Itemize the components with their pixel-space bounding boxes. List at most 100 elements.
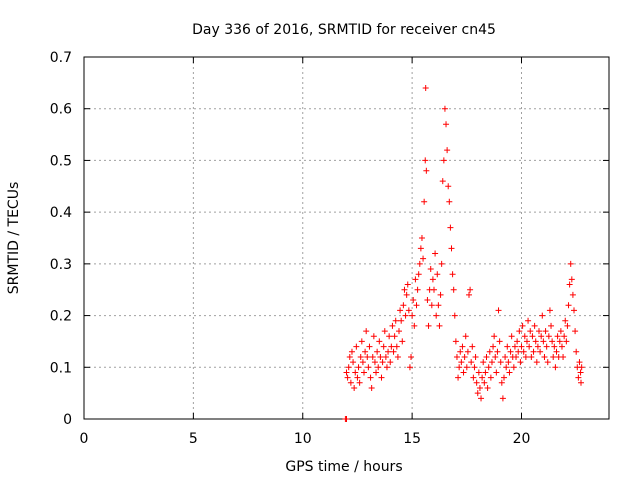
data-point	[385, 348, 392, 355]
data-point	[506, 369, 513, 376]
x-axis-label: GPS time / hours	[285, 459, 402, 475]
data-point	[429, 276, 436, 283]
data-point	[552, 364, 559, 371]
data-point	[422, 157, 429, 164]
data-point	[455, 374, 462, 381]
data-point	[494, 348, 501, 355]
data-point	[459, 343, 466, 350]
data-point	[368, 384, 375, 391]
data-point	[468, 359, 475, 366]
data-point	[403, 291, 410, 298]
data-point	[425, 322, 432, 329]
data-point	[507, 348, 514, 355]
data-point	[376, 338, 383, 345]
data-point	[354, 374, 361, 381]
data-point	[358, 338, 365, 345]
data-point	[540, 338, 547, 345]
data-point	[448, 245, 455, 252]
data-point	[557, 328, 564, 335]
data-point	[537, 348, 544, 355]
data-point	[490, 343, 497, 350]
data-point	[444, 147, 451, 154]
data-point	[438, 260, 445, 267]
data-point	[345, 364, 352, 371]
data-point	[378, 374, 385, 381]
data-point	[542, 328, 549, 335]
data-point	[513, 353, 520, 360]
data-point	[481, 379, 488, 386]
data-point	[510, 364, 517, 371]
data-point	[463, 364, 470, 371]
data-point	[562, 317, 569, 324]
data-point	[460, 369, 467, 376]
data-point	[566, 281, 573, 288]
data-point	[469, 343, 476, 350]
data-point	[361, 369, 367, 376]
data-point	[560, 353, 567, 360]
data-point	[548, 322, 555, 329]
data-point	[362, 348, 369, 355]
data-point	[456, 364, 463, 371]
data-point	[363, 328, 370, 335]
data-point	[371, 359, 378, 366]
data-point	[522, 353, 529, 360]
data-point	[417, 245, 424, 252]
data-point	[484, 384, 491, 391]
data-point	[526, 343, 533, 350]
data-point	[478, 395, 485, 402]
data-point	[508, 333, 515, 340]
data-point	[528, 353, 535, 360]
data-point	[578, 379, 584, 386]
chart-title: Day 336 of 2016, SRMTID for receiver cn4…	[192, 22, 496, 38]
data-point	[437, 291, 444, 298]
data-point	[473, 379, 480, 386]
data-point	[344, 374, 351, 381]
x-tick-label: 0	[80, 431, 89, 447]
data-point	[424, 297, 431, 304]
data-point	[538, 333, 545, 340]
data-point	[475, 369, 482, 376]
data-point	[461, 353, 468, 360]
data-point	[353, 343, 360, 350]
data-point	[558, 343, 565, 350]
data-point	[504, 343, 511, 350]
data-point	[505, 359, 512, 366]
data-point	[515, 348, 522, 355]
data-point	[546, 307, 553, 314]
data-point	[346, 353, 353, 360]
data-point	[416, 260, 423, 267]
data-point	[357, 353, 364, 360]
data-point	[421, 198, 428, 205]
data-point	[447, 224, 454, 231]
data-point	[565, 302, 572, 309]
data-point	[571, 307, 577, 314]
data-point	[533, 359, 540, 366]
data-point	[573, 348, 580, 355]
data-point	[563, 338, 570, 345]
data-point	[389, 322, 396, 329]
data-point	[449, 271, 456, 278]
data-point	[493, 369, 500, 376]
data-point	[487, 374, 494, 381]
data-point	[520, 348, 527, 355]
data-point	[488, 359, 495, 366]
data-point	[433, 312, 440, 319]
data-point	[553, 348, 560, 355]
data-point	[462, 333, 469, 340]
data-point	[379, 359, 386, 366]
data-point	[422, 85, 429, 92]
data-point	[451, 312, 458, 319]
data-point	[501, 374, 507, 381]
data-point	[556, 338, 563, 345]
data-point	[572, 328, 579, 335]
data-point	[539, 312, 546, 319]
data-point	[525, 317, 532, 324]
data-point	[495, 307, 502, 314]
data-point	[519, 322, 526, 329]
data-point	[516, 328, 523, 335]
data-point	[404, 281, 411, 288]
data-point	[401, 286, 408, 293]
data-point	[418, 235, 425, 241]
data-point	[383, 364, 390, 371]
data-point	[431, 286, 437, 293]
